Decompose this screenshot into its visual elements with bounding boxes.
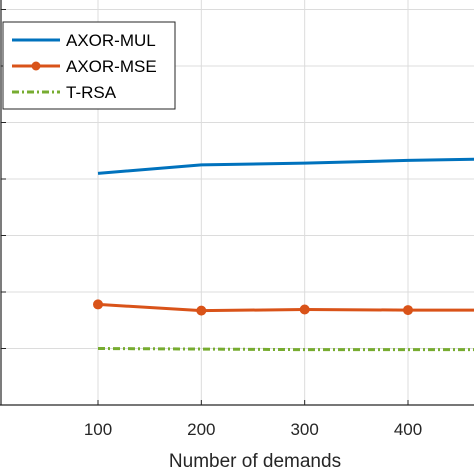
x-tick-label: 300 <box>290 420 318 439</box>
x-tick-label: 100 <box>84 420 112 439</box>
series-layer <box>93 157 474 352</box>
legend: AXOR-MUL AXOR-MSE T-RSA <box>2 21 176 110</box>
x-tick-label: 200 <box>187 420 215 439</box>
series-line-axor-mse <box>97 302 474 313</box>
legend-label: AXOR-MSE <box>66 57 157 76</box>
series-line-axor-mul <box>97 157 474 175</box>
x-tick-label: 400 <box>394 420 422 439</box>
data-point-axor-mse <box>299 304 310 315</box>
legend-label: AXOR-MUL <box>66 31 156 50</box>
legend-label: T-RSA <box>66 83 117 102</box>
data-point-axor-mse <box>93 299 103 310</box>
data-point-axor-mse <box>403 305 413 316</box>
data-point-axor-mse <box>196 305 207 316</box>
x-tick-labels: 100 200 300 400 <box>84 420 422 439</box>
x-axis-label: Number of demands <box>169 451 341 472</box>
series-line-t-rsa <box>97 347 474 352</box>
legend-marker <box>31 61 41 71</box>
